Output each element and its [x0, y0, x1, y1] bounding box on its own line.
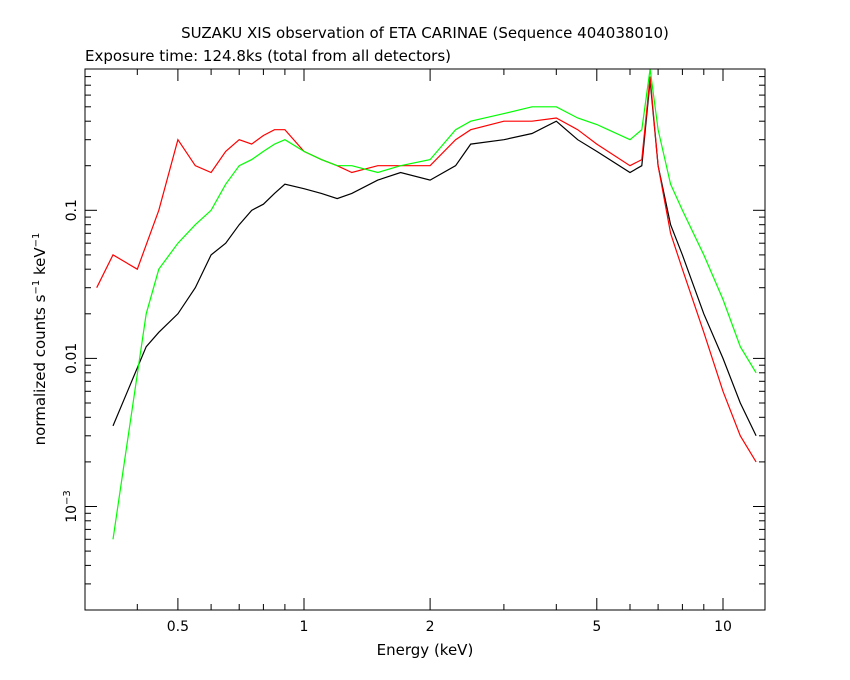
x-axis-label: Energy (keV)	[377, 641, 474, 659]
y-tick-label: 10−3	[62, 490, 80, 523]
y-axis-label: normalized counts s−1 keV−1	[31, 233, 49, 446]
y-axis-label-exp-2: −1	[31, 233, 42, 248]
plot-frame	[84, 68, 766, 611]
series-layer	[96, 68, 757, 540]
x-tick-label: 2	[426, 619, 435, 635]
chart-title: SUZAKU XIS observation of ETA CARINAE (S…	[181, 24, 669, 42]
series-line-green	[112, 68, 757, 540]
x-tick-label: 1	[300, 619, 309, 635]
y-axis-label-part-1: normalized counts s	[31, 294, 49, 445]
x-tick-label: 0.5	[167, 619, 189, 635]
axis-ticks: 0.5 1 2 5 10 10−3 0.01 0.1	[62, 68, 765, 635]
y-axis-label-part-2: keV	[31, 247, 49, 280]
y-tick-label: 0.01	[64, 343, 80, 374]
x-tick-label: 10	[714, 619, 732, 635]
y-tick-label: 0.1	[64, 199, 80, 221]
y-axis-label-exp-1: −1	[31, 280, 42, 295]
series-line-red	[96, 76, 757, 463]
chart-subtitle: Exposure time: 124.8ks (total from all d…	[85, 47, 451, 65]
x-tick-label: 5	[592, 619, 601, 635]
